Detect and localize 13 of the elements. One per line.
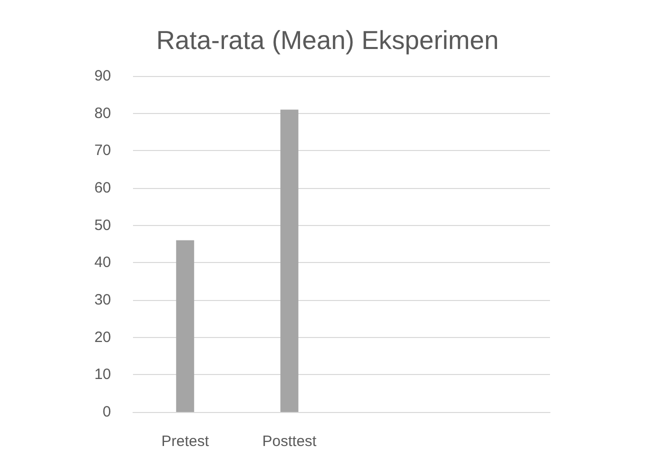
y-tick-label: 30 [94, 292, 111, 308]
y-tick-label: 20 [94, 328, 111, 346]
y-tick-label: 60 [94, 180, 111, 196]
y-tick-label: 50 [94, 216, 111, 234]
x-tick-label: Pretest [161, 433, 210, 450]
y-tick-label: 40 [94, 254, 111, 272]
y-tick-label: 0 [102, 404, 111, 420]
y-tick-label: 90 [94, 68, 111, 84]
x-tick-label: Posttest [262, 433, 318, 450]
y-tick-label: 80 [94, 104, 111, 122]
chart-title: Rata-rata (Mean) Eksperimen [156, 25, 499, 55]
y-tick-label: 10 [94, 366, 111, 384]
y-tick-label: 70 [94, 142, 111, 160]
